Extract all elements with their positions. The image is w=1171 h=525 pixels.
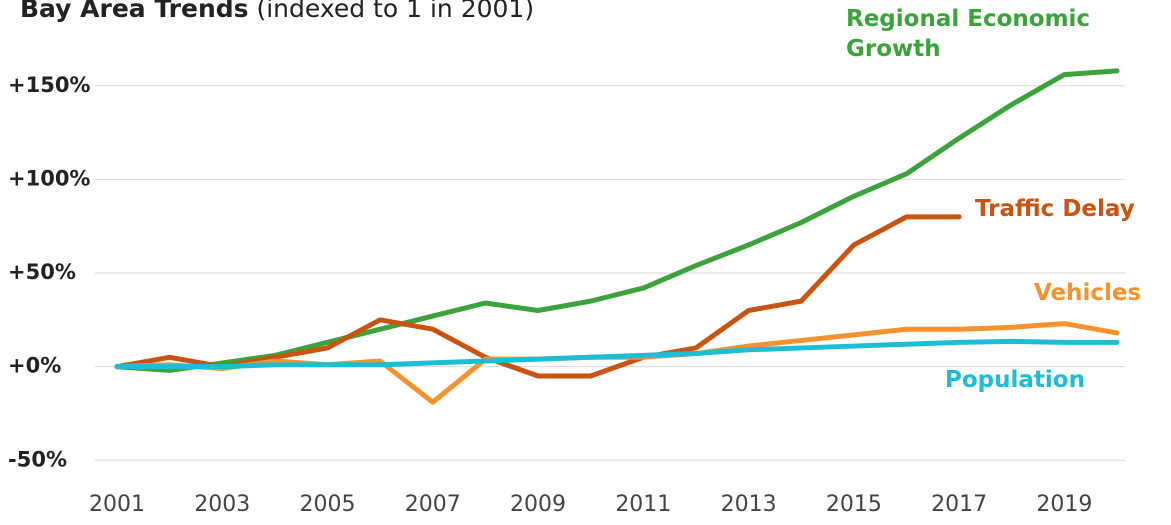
x-tick-label: 2013 bbox=[721, 492, 777, 517]
series-label: Traffic Delay bbox=[975, 196, 1135, 222]
y-tick-label: -50% bbox=[8, 447, 67, 471]
x-tick-label: 2001 bbox=[89, 492, 145, 517]
x-tick-label: 2007 bbox=[405, 492, 461, 517]
x-tick-label: 2017 bbox=[931, 492, 987, 517]
x-tick-label: 2019 bbox=[1036, 492, 1092, 517]
series-label: Vehicles bbox=[1034, 280, 1142, 306]
series-label: Regional Economic Growth bbox=[846, 6, 1091, 62]
x-tick-label: 2011 bbox=[615, 492, 671, 517]
x-tick-label: 2003 bbox=[194, 492, 250, 517]
x-tick-label: 2005 bbox=[300, 492, 356, 517]
series-line bbox=[114, 338, 1120, 370]
series-line bbox=[114, 68, 1120, 373]
y-tick-label: +150% bbox=[8, 73, 90, 97]
series-label: Population bbox=[945, 367, 1085, 393]
x-tick-label: 2009 bbox=[510, 492, 566, 517]
chart-title: Bay Area Trends bbox=[20, 0, 249, 23]
chart-title-group: Bay Area Trends (indexed to 1 in 2001) bbox=[20, 0, 534, 23]
chart-subtitle: (indexed to 1 in 2001) bbox=[256, 0, 534, 23]
x-tick-label: 2015 bbox=[826, 492, 882, 517]
series-line bbox=[114, 214, 962, 379]
y-tick-label: +100% bbox=[8, 166, 90, 190]
y-tick-label: +0% bbox=[8, 354, 61, 378]
y-tick-label: +50% bbox=[8, 260, 76, 284]
